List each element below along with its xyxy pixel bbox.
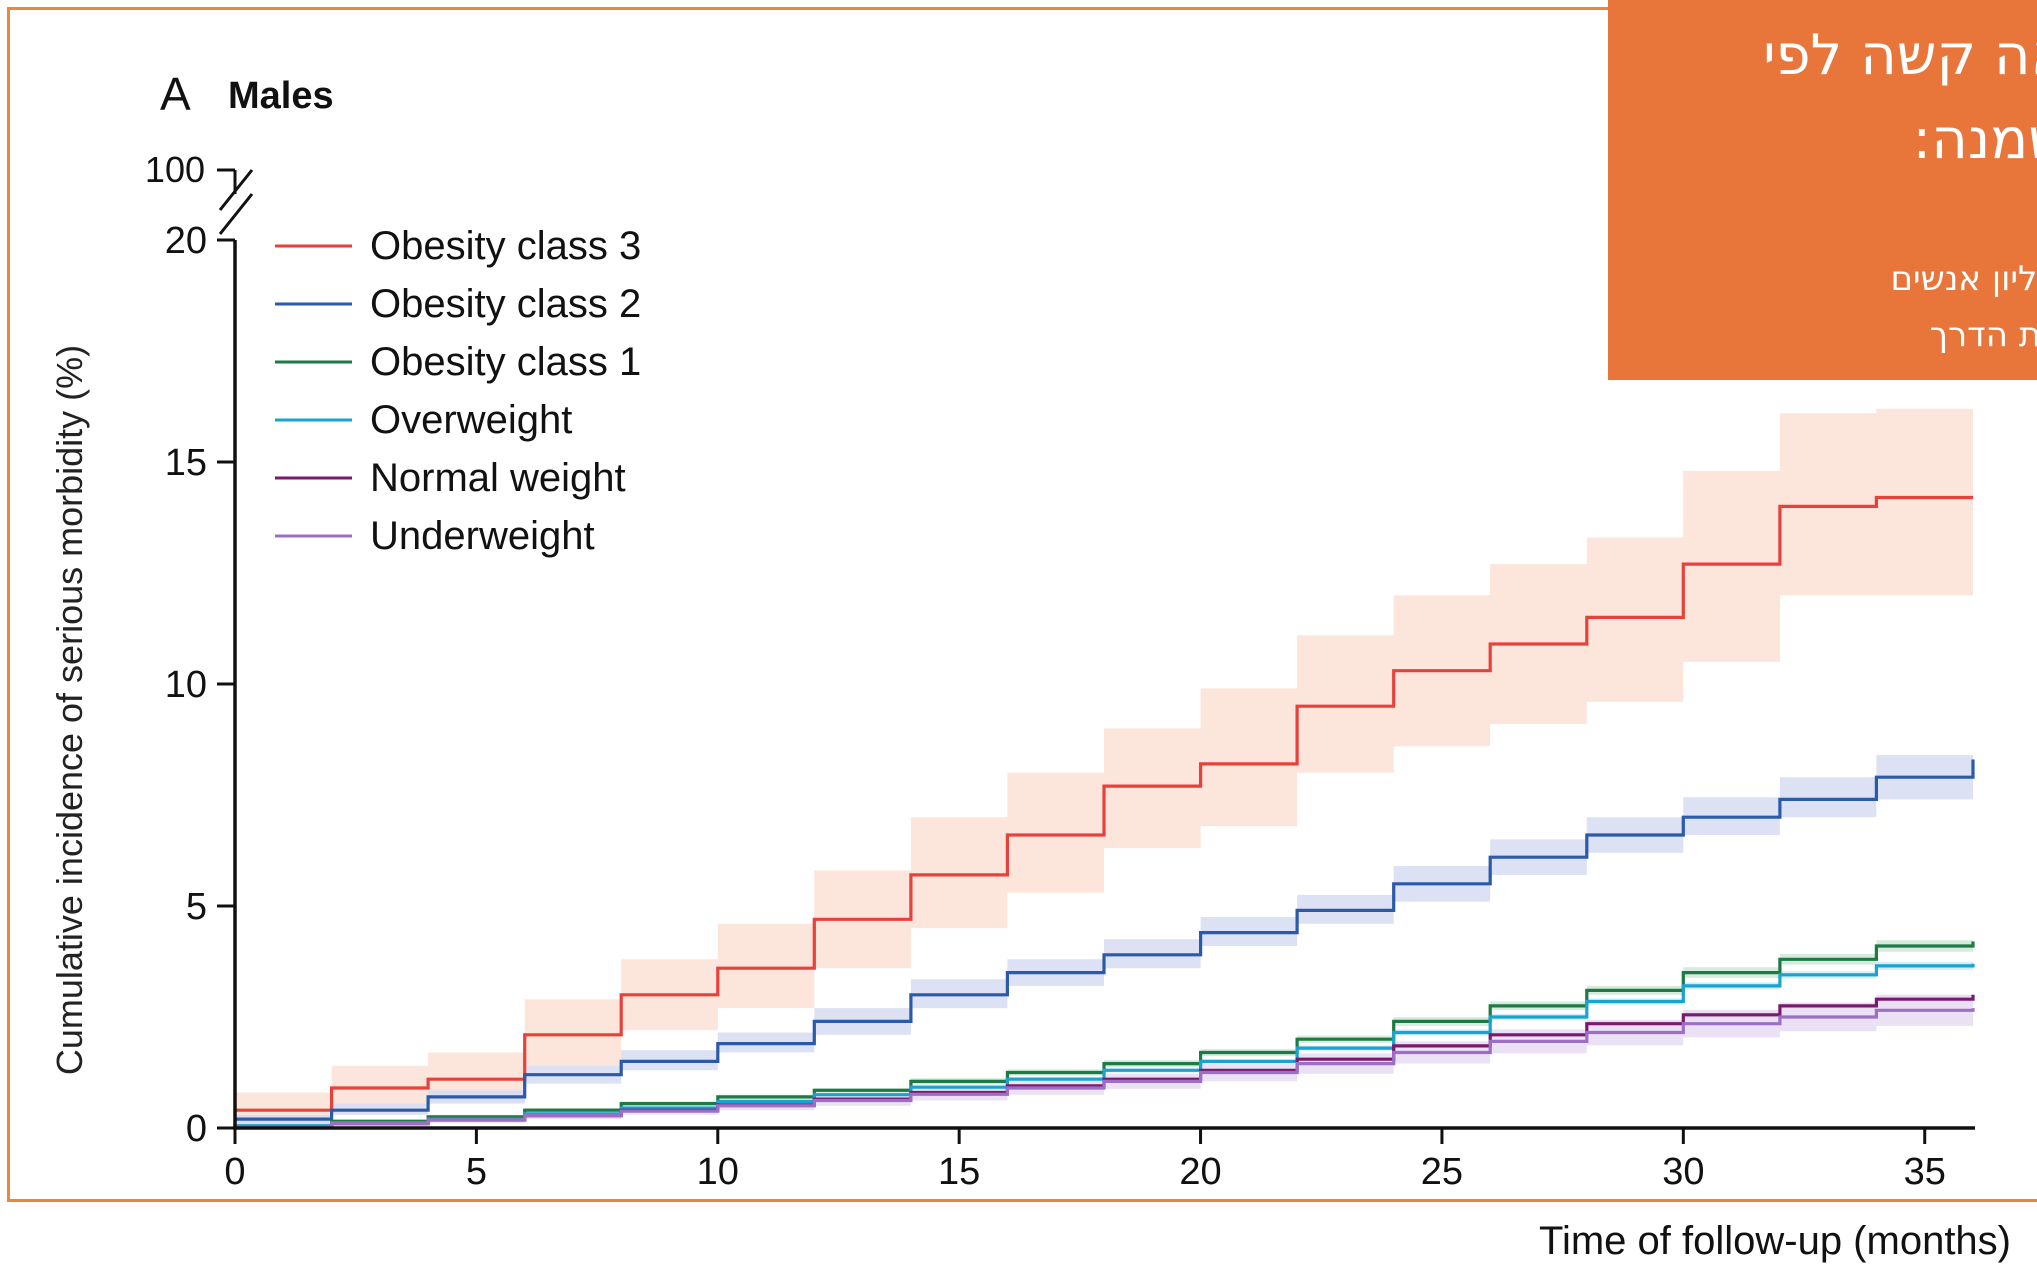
y-tick-label: 0: [186, 1108, 207, 1150]
axis-break-mark: [218, 169, 254, 211]
legend: Obesity class 3 Obesity class 2 Obesity cl…: [275, 224, 641, 558]
x-tick-label: 15: [938, 1151, 980, 1193]
series-line-overweight: [235, 963, 1975, 1128]
callout-line-3: מיליון אנשים: [1890, 259, 2037, 299]
y-axis-label: Cumulative incidence of serious morbidit…: [49, 345, 90, 1075]
x-tick-label: 5: [466, 1151, 487, 1193]
callout-line-4: ילת הדרך: [1929, 315, 2037, 355]
x-axis-caption: Time of follow-up (months): [1539, 1219, 2011, 1263]
x-tick-label: 25: [1421, 1151, 1463, 1193]
callout-line-1: אה קשה לפי: [1763, 23, 2037, 88]
legend-label: Normal weight: [370, 456, 626, 500]
x-tick-label: 30: [1662, 1151, 1704, 1193]
chart-title: Males: [228, 75, 334, 117]
legend-label: Obesity class 3: [370, 224, 641, 268]
x-tick-label: 35: [1904, 1151, 1946, 1193]
axis-break-mark: [218, 193, 254, 235]
series-line-underweight: [235, 1008, 1975, 1129]
y-tick-label: 20: [165, 220, 207, 262]
legend-label: Obesity class 2: [370, 282, 641, 326]
y-tick-label: 15: [165, 442, 207, 484]
x-tick-label: 20: [1179, 1151, 1221, 1193]
callout-line-2: שמנה:: [1912, 107, 2037, 172]
legend-label: Obesity class 1: [370, 340, 641, 384]
y-tick-label-100: 100: [145, 149, 205, 190]
x-tick-label: 0: [224, 1151, 245, 1193]
chart-titles: A Males Cumulative incidence of serious …: [49, 68, 334, 1075]
legend-label: Overweight: [370, 398, 572, 442]
series-line-obesity-class-3: [235, 495, 1973, 1112]
legend-label: Underweight: [370, 514, 595, 558]
series-line-obesity-class-1: [235, 941, 1975, 1128]
y-tick-label: 10: [165, 664, 207, 706]
x-tick-label: 10: [697, 1151, 739, 1193]
callout-box: אה קשה לפי שמנה: מיליון אנשים ילת הדרך: [1608, 0, 2037, 380]
axis-ticks: 0 5 10 15 20 25 30 35 0 5 10 15 20: [165, 220, 1946, 1193]
series-line-obesity-class-2: [235, 759, 1975, 1121]
panel-letter: A: [160, 68, 191, 120]
ci-band-obesity-class-1: [235, 934, 1973, 1128]
series-lines: [235, 495, 1975, 1129]
y-tick-label: 5: [186, 886, 207, 928]
ci-band-obesity-class-3: [235, 408, 1973, 1124]
